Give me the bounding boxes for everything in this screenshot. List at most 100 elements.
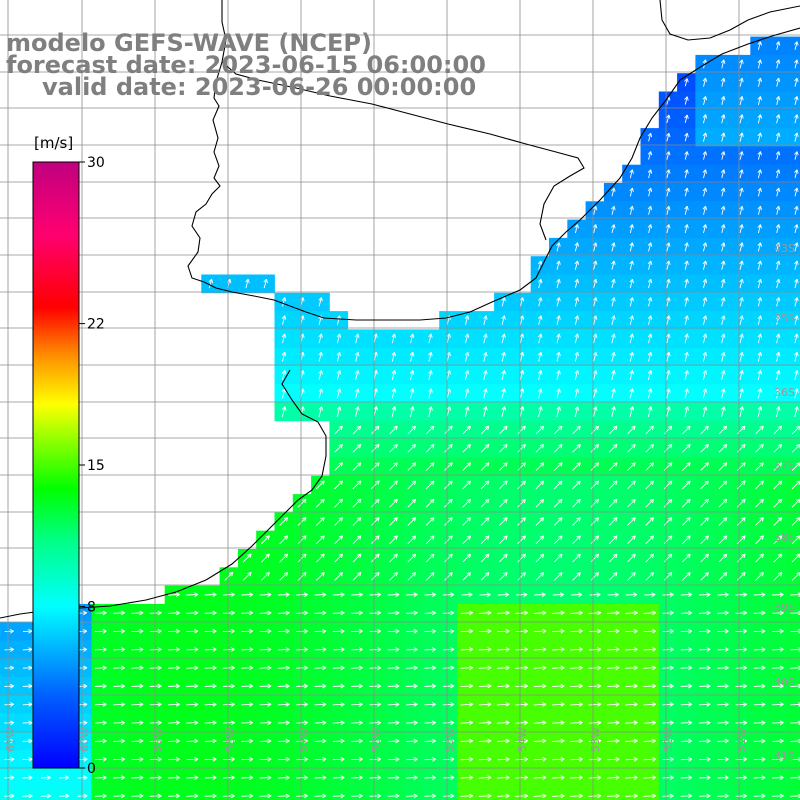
wind-arrow: [720, 187, 726, 197]
wind-arrow: [186, 738, 199, 744]
wind-arrow: [556, 315, 561, 325]
wind-arrow: [314, 720, 327, 726]
wind-arrow: [352, 480, 362, 490]
wind-arrow: [354, 333, 360, 344]
wind-arrow: [334, 571, 344, 581]
latitude-label: 36S: [774, 386, 795, 399]
wind-arrow: [574, 224, 579, 234]
wind-arrow: [406, 738, 418, 744]
wind-cell: [128, 786, 147, 800]
wind-arrow: [425, 443, 435, 453]
wind-arrow: [645, 517, 655, 526]
wind-arrow: [794, 77, 799, 87]
wind-arrow: [720, 114, 726, 124]
wind-arrow: [775, 169, 781, 179]
wind-cell: [494, 786, 513, 800]
wind-arrow: [517, 480, 526, 490]
wind-arrow: [428, 406, 433, 418]
wind-arrow: [515, 775, 528, 780]
wind-arrow: [519, 297, 525, 307]
wind-arrow: [718, 480, 728, 490]
wind-arrow: [735, 738, 748, 744]
wind-arrow: [718, 572, 728, 581]
wind-arrow: [592, 406, 598, 418]
wind-arrow: [515, 702, 528, 707]
wind-arrow: [553, 480, 563, 490]
wind-arrow: [757, 278, 763, 289]
wind-arrow: [718, 443, 728, 453]
wind-cell: [732, 786, 751, 800]
wind-arrow: [643, 738, 657, 744]
longitude-label: 54W: [516, 727, 529, 752]
wind-arrow: [332, 628, 345, 634]
wind-arrow: [351, 592, 363, 597]
wind-arrow: [279, 517, 289, 526]
wind-arrow: [186, 610, 199, 616]
wind-arrow: [592, 205, 598, 215]
wind-arrow: [241, 702, 254, 707]
wind-arrow: [442, 793, 455, 799]
wind-arrow: [629, 297, 634, 307]
wind-arrow: [611, 205, 616, 215]
wind-arrow: [478, 610, 492, 616]
wind-arrow: [625, 756, 638, 762]
forecast-date: forecast date: 2023-06-15 06:00:00: [6, 51, 486, 79]
wind-arrow: [794, 260, 799, 270]
wind-arrow: [241, 683, 254, 689]
wind-arrow: [720, 242, 726, 252]
wind-arrow: [149, 647, 162, 652]
wind-arrow: [424, 610, 436, 616]
wind-arrow: [611, 278, 616, 289]
wind-arrow: [551, 702, 565, 707]
wind-cell: [549, 786, 568, 800]
wind-arrow: [94, 665, 107, 671]
wind-arrow: [296, 702, 308, 707]
wind-arrow: [222, 628, 235, 634]
wind-arrow: [519, 315, 525, 325]
wind-arrow: [149, 683, 162, 689]
wind-cell: [658, 786, 678, 800]
wind-arrow: [572, 535, 581, 545]
wind-arrow: [684, 114, 689, 124]
wind-arrow: [94, 628, 107, 634]
wind-arrow: [94, 756, 107, 762]
wind-arrow: [277, 592, 290, 597]
wind-arrow: [590, 517, 600, 526]
wind-arrow: [666, 315, 671, 325]
wind-arrow: [22, 757, 33, 762]
wind-arrow: [794, 297, 799, 307]
wind-arrow: [462, 425, 471, 435]
wind-arrow: [755, 553, 764, 563]
wind-arrow: [370, 462, 380, 471]
wind-arrow: [442, 647, 455, 652]
wind-arrow: [680, 702, 693, 707]
wind-arrow: [277, 756, 290, 762]
wind-arrow: [113, 702, 125, 707]
wind-arrow: [698, 756, 711, 762]
wind-arrow: [204, 775, 217, 780]
wind-arrow: [464, 406, 470, 418]
wind-cell: [786, 109, 800, 129]
wind-arrow: [241, 793, 254, 799]
wind-arrow: [314, 683, 327, 689]
wind-arrow: [351, 756, 363, 762]
wind-arrow: [627, 517, 636, 526]
wind-arrow: [681, 443, 691, 453]
wind-arrow: [478, 738, 492, 744]
wind-arrow: [498, 517, 508, 526]
wind-arrow: [519, 333, 525, 344]
wind-arrow: [551, 775, 565, 780]
wind-arrow: [425, 498, 435, 508]
wind-cell: [183, 786, 202, 800]
wind-arrow: [517, 572, 526, 581]
wind-arrow: [698, 592, 711, 597]
wind-arrow: [755, 443, 764, 453]
wind-arrow: [718, 553, 728, 563]
wind-arrow: [643, 756, 657, 762]
wind-arrow: [517, 462, 526, 471]
wind-arrow: [611, 351, 616, 362]
wind-arrow: [753, 738, 766, 744]
longitude-labels: 61W 60W 59W 58W 57W 56W 55W 54W 53W 52W 51W: [4, 727, 748, 752]
